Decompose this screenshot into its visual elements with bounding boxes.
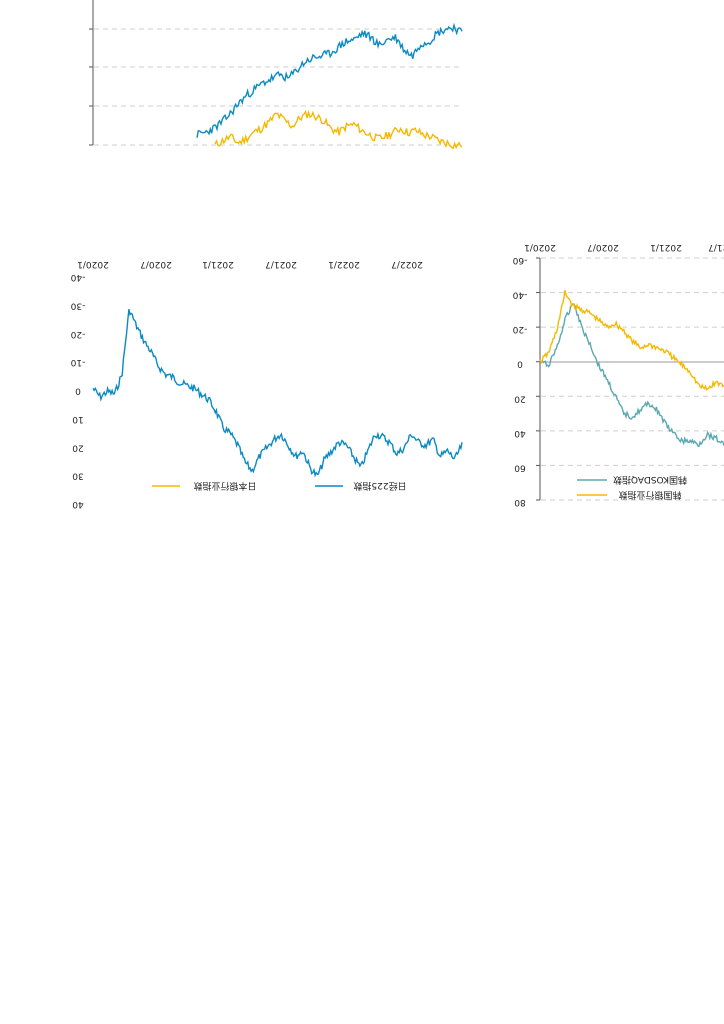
right-y-tick-label: -40 [512,290,527,300]
left-y-tick-label: -30 [70,300,85,310]
left-y-tick-label: -40 [70,272,85,282]
left-x-tick-label: 2022/7 [391,259,423,269]
left-x-tick-label: 2021/7 [265,259,297,269]
right-chart: 2020/1 2020/7 2021/1 2021/7 -60 -40 -20 0 20 40 6… [512,242,724,507]
right-bank-line [539,289,724,391]
left-x-tick-label: 2020/1 [77,259,109,269]
left-y-tick-label: -20 [70,329,85,339]
left-y-tick-label: 10 [72,414,84,424]
left-y-tick-label: -10 [70,357,85,367]
right-y-tick-label: -20 [512,324,527,334]
right-legend-label: 韩国银行业指数 [618,489,681,501]
top-blue-line [196,22,463,138]
left-nikkei-line [92,309,463,478]
right-y-tick-label: 40 [514,428,526,438]
right-x-tick-label: 2020/1 [524,242,556,252]
right-y-tick-label: 80 [514,497,526,507]
left-x-tick-label: 2021/1 [202,259,234,269]
left-y-tick-label: 20 [72,442,84,452]
right-y-tick-label: 0 [517,359,523,369]
left-y-tick-label: 0 [75,386,81,396]
right-x-tick-label: 2021/1 [650,242,682,252]
right-y-tick-label: -60 [512,255,527,265]
right-x-tick-label: 2021/7 [708,242,724,252]
top-chart [89,0,463,150]
right-x-tick-label: 2020/7 [587,242,619,252]
left-x-tick-label: 2020/7 [140,259,172,269]
left-chart: 2020/1 2020/7 2021/1 2021/7 2022/1 2022/7 -40… [70,259,463,509]
top-yellow-line [214,109,463,150]
left-legend-label: 日经225指数 [353,480,406,492]
right-kosdaq-line [539,303,724,448]
right-legend-label: 韩国KOSDAQ指数 [613,474,687,486]
left-legend-label: 日本银行业指数 [193,480,256,492]
left-y-tick-label: 30 [72,471,84,481]
left-y-tick-label: 40 [72,499,84,509]
left-x-tick-label: 2022/1 [328,259,360,269]
right-y-tick-label: 20 [514,393,526,403]
right-y-tick-label: 60 [514,462,526,472]
